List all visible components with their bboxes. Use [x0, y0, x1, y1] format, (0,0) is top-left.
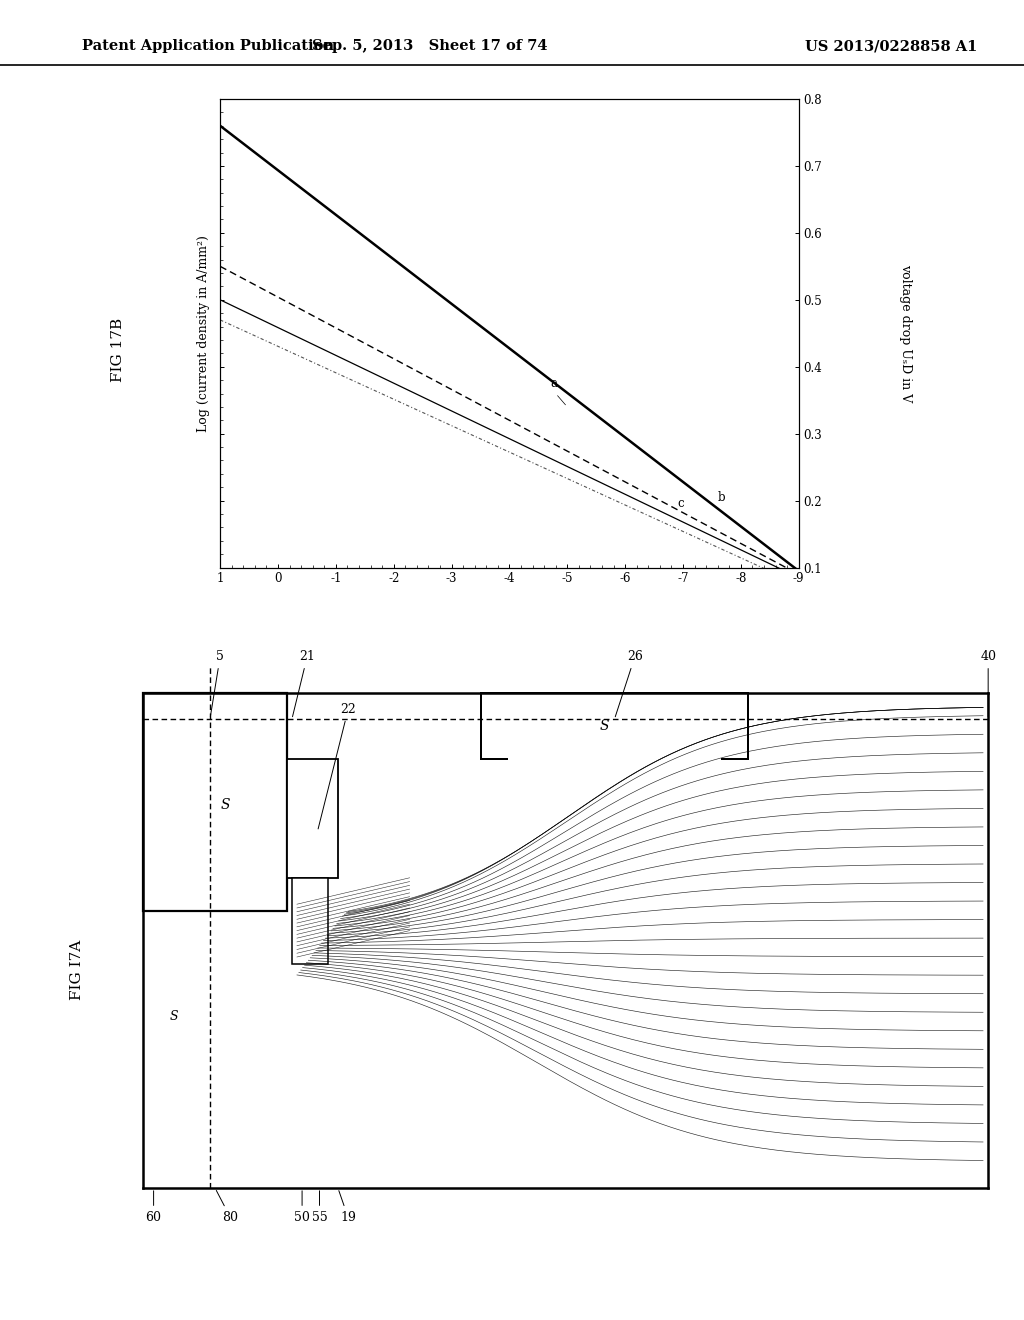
- Text: US 2013/0228858 A1: US 2013/0228858 A1: [805, 40, 977, 53]
- Text: 21: 21: [293, 649, 315, 717]
- Text: S: S: [220, 799, 230, 812]
- Text: 55: 55: [311, 1191, 328, 1224]
- Text: a: a: [550, 376, 557, 389]
- Text: Sep. 5, 2013   Sheet 17 of 74: Sep. 5, 2013 Sheet 17 of 74: [312, 40, 548, 53]
- Text: 5: 5: [210, 649, 224, 717]
- Text: S: S: [170, 1010, 178, 1023]
- Text: 40: 40: [980, 649, 996, 717]
- Bar: [292, 878, 328, 964]
- Text: 26: 26: [615, 649, 643, 717]
- Text: 80: 80: [216, 1191, 239, 1224]
- Text: FIG 17B: FIG 17B: [111, 318, 125, 381]
- Text: 60: 60: [145, 1191, 162, 1224]
- Text: Patent Application Publication: Patent Application Publication: [82, 40, 334, 53]
- Text: 19: 19: [339, 1191, 356, 1224]
- Bar: [143, 693, 287, 911]
- Bar: [481, 693, 748, 759]
- Text: b: b: [718, 491, 725, 504]
- Text: S: S: [599, 719, 609, 733]
- Bar: [287, 759, 338, 878]
- Text: FIG I7A: FIG I7A: [70, 940, 84, 1001]
- Y-axis label: voltage drop UₛD in V: voltage drop UₛD in V: [899, 264, 911, 403]
- Text: 50: 50: [294, 1191, 310, 1224]
- Text: c: c: [677, 498, 684, 511]
- Y-axis label: Log (current density in A/mm²): Log (current density in A/mm²): [197, 235, 210, 432]
- Text: 22: 22: [318, 702, 356, 829]
